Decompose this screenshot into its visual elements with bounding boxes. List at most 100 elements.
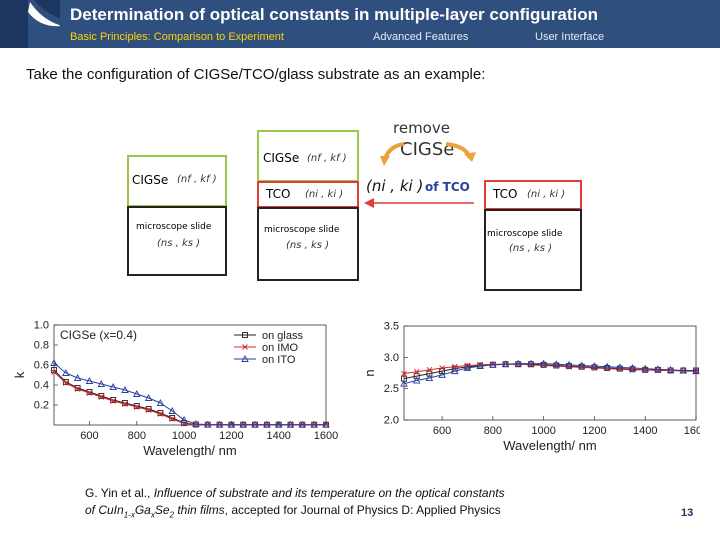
plot-frame xyxy=(403,325,697,421)
x-tick-label: 800 xyxy=(484,425,502,437)
data-point xyxy=(227,420,236,428)
x-axis-label: Wavelength/ nm xyxy=(503,438,596,453)
data-point xyxy=(425,374,434,381)
data-point xyxy=(476,362,484,370)
tco-of-label: of TCO xyxy=(425,180,470,194)
k-chart: 0.2 0.4 0.6 0.8 1.0 600 800 1000 1200 1400 1600 Wav… xyxy=(12,320,338,458)
data-point xyxy=(110,398,116,404)
data-point xyxy=(528,361,534,368)
data-point xyxy=(180,416,188,423)
mid-slide-nk: (ns , ks ) xyxy=(286,240,330,251)
data-point xyxy=(654,366,661,373)
data-point xyxy=(463,364,472,371)
tab-basic-principles[interactable]: Basic Principles: Comparison to Experime… xyxy=(70,31,284,43)
data-point xyxy=(514,359,523,367)
y-axis-label: n xyxy=(362,369,377,376)
data-point xyxy=(489,360,497,368)
n-chart: 2.0 2.5 3.0 3.5 600 800 1000 1200 1400 1600 Wavele… xyxy=(362,321,700,454)
citation-journal: , accepted for Journal of Physics D: App… xyxy=(224,503,501,517)
data-point xyxy=(590,362,599,370)
legend-marker xyxy=(242,332,248,338)
header-accent-strip xyxy=(0,0,28,48)
mid-slide-label: microscope slide xyxy=(264,225,340,235)
data-point xyxy=(412,376,421,384)
citation-title-2: of CuIn xyxy=(85,503,124,517)
x-tick-label: 1000 xyxy=(172,430,196,442)
data-point xyxy=(426,370,433,377)
swoosh-logo-icon xyxy=(28,0,60,27)
data-point xyxy=(98,394,105,400)
data-point xyxy=(121,386,129,393)
data-point xyxy=(157,411,164,417)
citation-title-3: thin films xyxy=(173,503,225,517)
data-point xyxy=(85,377,94,384)
data-point xyxy=(263,420,271,428)
data-point xyxy=(426,367,433,373)
data-point xyxy=(51,369,57,375)
data-point xyxy=(400,379,408,387)
x-tick-label: 600 xyxy=(80,430,98,442)
data-point xyxy=(122,401,128,407)
y-tick-label: 0.8 xyxy=(34,340,49,352)
chart-title: CIGSe (x=0.4) xyxy=(60,328,137,342)
mid-tco-label: TCO xyxy=(266,187,291,201)
data-point xyxy=(144,394,153,401)
data-point xyxy=(539,359,548,367)
legend-marker xyxy=(242,344,248,350)
tab-user-interface[interactable]: User Interface xyxy=(535,31,605,43)
series-on-ito xyxy=(50,359,330,428)
mid-cigse-label: CIGSe xyxy=(263,151,300,165)
data-point xyxy=(439,365,445,371)
legend-label: on glass xyxy=(262,330,303,342)
data-point xyxy=(192,420,200,427)
plot-frame xyxy=(53,324,327,426)
data-point xyxy=(168,407,177,414)
data-point xyxy=(322,420,330,428)
data-point xyxy=(552,360,561,368)
data-point xyxy=(577,361,586,369)
data-point xyxy=(654,365,662,373)
data-point xyxy=(133,404,140,410)
data-point xyxy=(86,390,93,396)
data-point xyxy=(286,420,295,428)
data-point xyxy=(693,368,699,374)
citation-ga: Ga xyxy=(134,503,151,517)
data-point xyxy=(310,420,318,428)
series-on-ito xyxy=(400,359,700,387)
data-point xyxy=(679,366,688,374)
data-point xyxy=(298,420,307,428)
right-slide-layer xyxy=(484,209,582,291)
y-tick-label: 0.6 xyxy=(34,360,49,372)
data-point xyxy=(239,420,247,428)
data-point xyxy=(603,362,611,370)
y-tick-label: 2.5 xyxy=(384,383,399,395)
data-point xyxy=(666,365,675,373)
left-cigse-label: CIGSe xyxy=(132,173,169,187)
data-point xyxy=(490,361,496,368)
citation-sub3: 2 xyxy=(169,510,174,520)
x-axis-label: Wavelength/ nm xyxy=(143,443,236,457)
legend-label: on IMO xyxy=(262,342,299,354)
citation-title-1: Influence of substrate and its temperatu… xyxy=(153,486,505,500)
data-point xyxy=(215,420,224,428)
mid-slide-layer xyxy=(257,207,359,281)
data-point xyxy=(628,364,637,371)
data-point xyxy=(451,363,458,370)
y-tick-label: 3.5 xyxy=(384,321,399,333)
data-point xyxy=(97,380,106,387)
citation-authors: G. Yin et al., xyxy=(85,486,154,500)
mid-tco-nk: (ni , ki ) xyxy=(305,189,344,200)
y-tick-label: 0.2 xyxy=(34,400,49,412)
data-point xyxy=(413,368,420,375)
y-axis-label: k xyxy=(12,371,27,378)
data-point xyxy=(451,367,459,375)
tab-advanced-features[interactable]: Advanced Features xyxy=(373,31,469,43)
data-point xyxy=(438,370,446,378)
x-tick-label: 1600 xyxy=(684,425,700,437)
remove-label: remove xyxy=(393,119,450,137)
data-point xyxy=(169,416,176,422)
right-tco-label: TCO xyxy=(493,187,518,201)
left-arrow-icon xyxy=(364,198,474,208)
left-slide-nk: (ns , ks ) xyxy=(157,238,201,249)
citation-sub1: 1-x xyxy=(123,510,135,520)
